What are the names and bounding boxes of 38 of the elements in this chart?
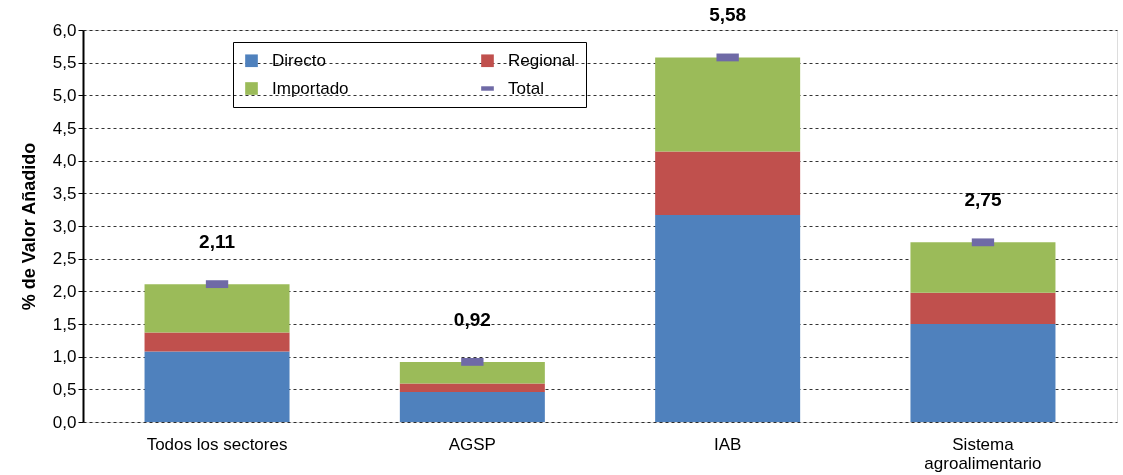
- total-label: 5,58: [709, 4, 747, 26]
- legend-label: Importado: [272, 78, 349, 98]
- y-tick-label: 5,0: [52, 85, 77, 105]
- total-label: 2,11: [199, 231, 236, 253]
- y-tick-label: 3,5: [52, 183, 77, 203]
- bar: [655, 57, 801, 152]
- y-tick-label: 6,0: [52, 20, 77, 40]
- bar: [399, 391, 545, 422]
- bar: [399, 361, 545, 384]
- y-tick-label: 0,5: [52, 379, 77, 399]
- y-tick-label: 4,0: [52, 151, 77, 171]
- legend-label: Directo: [272, 50, 326, 70]
- y-tick-label: 1,5: [52, 314, 77, 334]
- bar: [144, 332, 290, 352]
- bar: [910, 324, 1056, 422]
- x-tick-label: AGSP: [448, 434, 496, 454]
- legend-label: Regional: [508, 50, 576, 70]
- bar: [399, 383, 545, 392]
- legend-label: Total: [508, 78, 544, 98]
- y-tick-label: 5,5: [52, 53, 77, 73]
- bar: [655, 214, 801, 422]
- y-tick-label: 1,0: [52, 347, 77, 367]
- bar: [144, 284, 290, 333]
- bar: [910, 242, 1056, 293]
- y-tick-label: 2,0: [52, 281, 77, 301]
- x-tick-label: Todos los sectores: [146, 434, 288, 454]
- x-tick-label: Sistema agroalimentario: [924, 434, 1042, 473]
- total-label: 0,92: [453, 308, 491, 330]
- y-tick-label: 0,0: [52, 412, 77, 432]
- bar: [910, 292, 1056, 324]
- y-tick-label: 3,0: [52, 216, 77, 236]
- total-label: 2,75: [964, 189, 1002, 211]
- x-tick-label: IAB: [713, 434, 742, 454]
- y-tick-label: 2,5: [52, 249, 77, 269]
- y-tick-label: 4,5: [52, 118, 77, 138]
- y-axis-title: % de Valor Añadido: [18, 142, 39, 311]
- bar: [655, 151, 801, 215]
- bar: [144, 351, 290, 422]
